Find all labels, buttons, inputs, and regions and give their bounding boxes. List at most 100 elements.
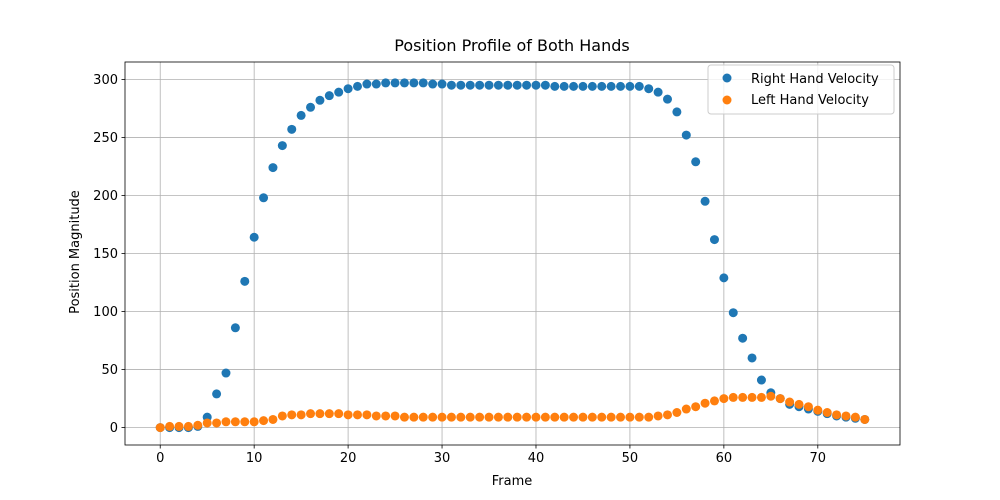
- data-point: [794, 399, 804, 409]
- data-point: [240, 276, 250, 286]
- legend-marker-right-hand: [722, 73, 732, 83]
- data-point: [625, 412, 635, 422]
- legend-label-left-hand: Left Hand Velocity: [751, 93, 869, 108]
- data-point: [268, 414, 278, 424]
- data-point: [334, 409, 344, 419]
- data-point: [371, 411, 381, 421]
- data-point: [522, 412, 532, 422]
- data-point: [277, 141, 287, 151]
- data-point: [719, 273, 729, 283]
- x-tick-label: 20: [340, 451, 357, 466]
- data-point: [362, 79, 372, 89]
- data-point: [728, 308, 738, 318]
- data-point: [334, 87, 344, 97]
- data-point: [813, 405, 823, 415]
- data-point: [644, 84, 654, 94]
- data-point: [766, 391, 776, 401]
- data-point: [775, 394, 785, 404]
- data-point: [569, 81, 579, 91]
- data-point: [644, 412, 654, 422]
- data-point: [709, 396, 719, 406]
- data-point: [221, 368, 231, 378]
- data-point: [700, 398, 710, 408]
- data-point: [785, 397, 795, 407]
- data-point: [531, 80, 541, 90]
- x-tick-label: 70: [810, 451, 827, 466]
- data-point: [221, 417, 231, 427]
- data-point: [503, 412, 513, 422]
- data-point: [381, 78, 391, 88]
- data-point: [587, 81, 597, 91]
- y-tick-label: 100: [93, 305, 118, 320]
- data-point: [540, 80, 550, 90]
- data-point: [512, 80, 522, 90]
- data-point: [597, 412, 607, 422]
- x-tick-label: 50: [622, 451, 639, 466]
- data-point: [653, 411, 663, 421]
- data-point: [493, 80, 503, 90]
- data-point: [503, 80, 513, 90]
- x-tick-label: 10: [246, 451, 263, 466]
- legend: Right Hand Velocity Left Hand Velocity: [707, 64, 895, 115]
- data-point: [634, 81, 644, 91]
- y-tick-label: 250: [93, 131, 118, 146]
- data-point: [559, 412, 569, 422]
- data-point: [860, 414, 870, 424]
- data-points: [155, 78, 870, 433]
- y-axis-label: Position Magnitude: [68, 190, 83, 314]
- data-point: [428, 79, 438, 89]
- data-point: [540, 412, 550, 422]
- data-point: [390, 78, 400, 88]
- data-point: [569, 412, 579, 422]
- y-tick-label: 50: [101, 363, 118, 378]
- data-point: [418, 78, 428, 88]
- data-point: [343, 84, 353, 94]
- data-point: [803, 402, 813, 412]
- data-point: [353, 410, 362, 420]
- data-point: [193, 420, 203, 430]
- data-point: [512, 412, 522, 422]
- data-point: [578, 412, 588, 422]
- data-point: [155, 423, 165, 433]
- data-point: [287, 410, 297, 420]
- data-point: [822, 408, 832, 418]
- data-point: [296, 110, 306, 120]
- data-point: [747, 392, 757, 402]
- data-point: [691, 157, 701, 167]
- data-point: [306, 409, 316, 419]
- data-point: [362, 410, 372, 420]
- data-point: [616, 81, 626, 91]
- data-point: [212, 389, 222, 399]
- data-point: [296, 410, 306, 420]
- data-point: [437, 79, 447, 89]
- data-point: [832, 410, 842, 420]
- data-point: [315, 409, 325, 419]
- x-axis-label: Frame: [492, 474, 533, 489]
- legend-box: [707, 64, 895, 115]
- data-point: [249, 417, 259, 427]
- data-point: [277, 411, 287, 421]
- legend-label-right-hand: Right Hand Velocity: [751, 72, 879, 87]
- data-point: [287, 124, 297, 134]
- data-point: [174, 421, 184, 431]
- data-point: [306, 102, 316, 112]
- data-point: [183, 421, 193, 431]
- series-1: [155, 391, 870, 433]
- data-point: [663, 94, 672, 104]
- data-point: [756, 375, 766, 385]
- data-point: [399, 412, 409, 422]
- data-point: [531, 412, 541, 422]
- data-point: [259, 193, 269, 203]
- y-tick-label: 0: [110, 421, 118, 436]
- data-point: [484, 412, 494, 422]
- data-point: [653, 87, 663, 97]
- data-point: [587, 412, 597, 422]
- data-point: [259, 416, 269, 426]
- data-point: [484, 80, 494, 90]
- data-point: [597, 81, 607, 91]
- data-point: [371, 79, 381, 89]
- y-tick-label: 300: [93, 73, 118, 88]
- grid-lines: [125, 62, 900, 445]
- data-point: [756, 392, 766, 402]
